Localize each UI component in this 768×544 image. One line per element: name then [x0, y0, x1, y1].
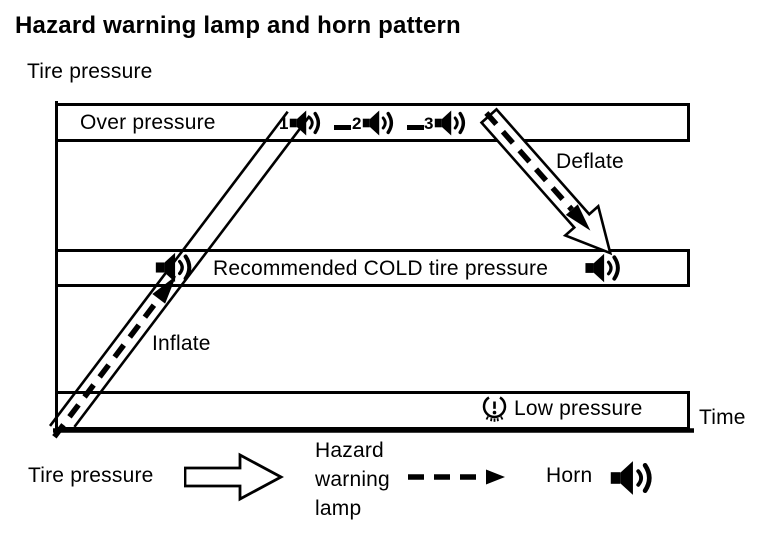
band-over-pressure-label: Over pressure	[80, 111, 216, 134]
inflate-hazard-arrowhead	[152, 275, 177, 304]
horn-speaker-icon	[363, 110, 394, 136]
beep-number: 1	[279, 113, 289, 133]
legend-hazard-line-3: lamp	[315, 497, 362, 520]
horn-beep-2: 2	[352, 107, 398, 139]
horn-beep-1: 1	[279, 107, 325, 139]
band-recommended-label: Recommended COLD tire pressure	[213, 257, 549, 280]
deflate-arrow-group	[479, 107, 613, 256]
inflate-label: Inflate	[152, 332, 211, 355]
tire-pressure-arrow-icon	[184, 452, 284, 502]
horn-speaker-icon	[155, 252, 192, 283]
x-axis-label: Time	[699, 406, 746, 429]
tpms-warning-icon	[482, 396, 507, 422]
horn-speaker-icon	[610, 461, 652, 495]
band-low-pressure-label: Low pressure	[514, 397, 643, 420]
legend-hazard-line-1: Hazard	[315, 439, 384, 462]
deflate-hazard-arrowhead	[565, 204, 591, 231]
horn-beep-3: 3	[424, 107, 470, 139]
deflate-label: Deflate	[556, 150, 624, 173]
deflate-hazard-dashed-line	[484, 111, 574, 212]
legend-hazard-lamp-label: Hazard warning lamp	[315, 436, 390, 523]
legend-tire-pressure-label: Tire pressure	[28, 464, 154, 487]
inflate-hazard-dashed-line	[52, 297, 161, 439]
beep-number: 2	[352, 113, 362, 133]
beep-number: 3	[424, 113, 434, 133]
y-axis-label: Tire pressure	[27, 60, 153, 83]
horn-speaker-icon	[290, 110, 321, 136]
figure-title: Hazard warning lamp and horn pattern	[15, 12, 461, 39]
legend-hazard-line-2: warning	[315, 468, 390, 491]
legend-horn-label: Horn	[546, 464, 593, 487]
inflate-arrow-outline	[73, 115, 311, 428]
horn-speaker-icon	[435, 110, 466, 136]
hazard-lamp-dashed-arrow-icon	[408, 469, 505, 485]
horn-speaker-icon	[585, 253, 620, 283]
